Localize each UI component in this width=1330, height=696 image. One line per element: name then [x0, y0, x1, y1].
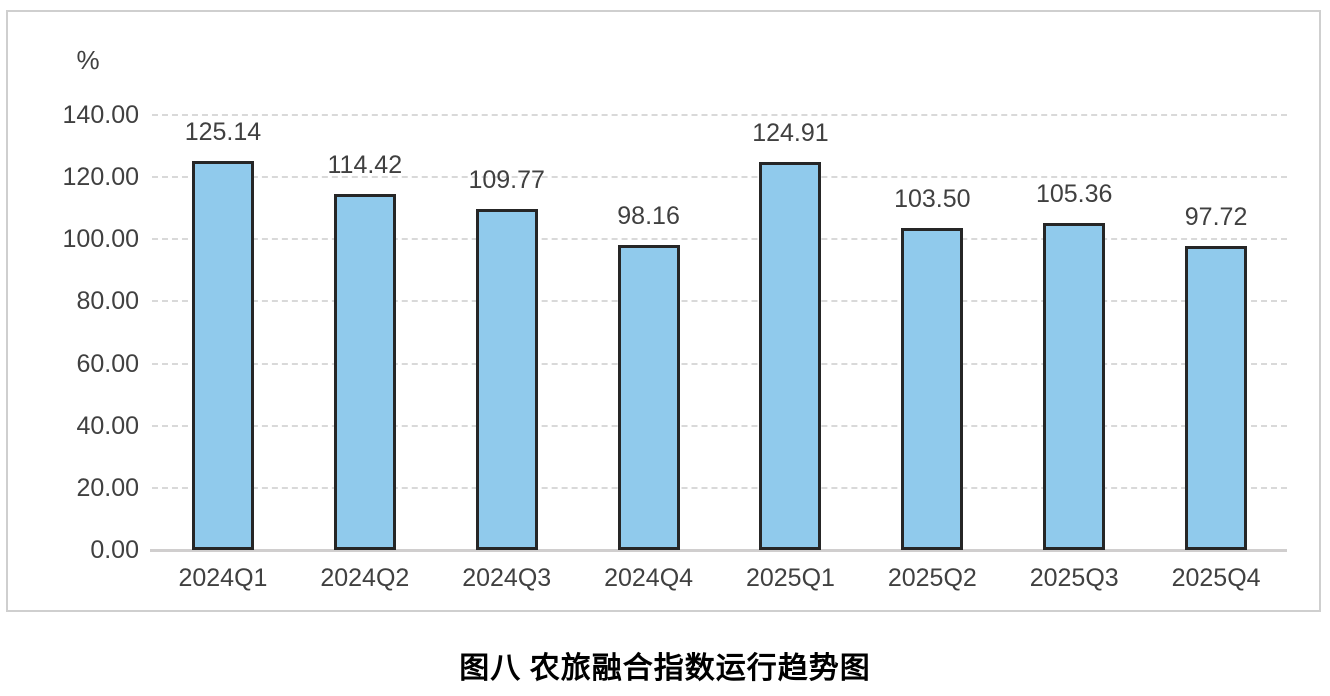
gridline	[152, 362, 1287, 365]
bar-value-label: 97.72	[1184, 203, 1248, 232]
gridline	[152, 300, 1287, 303]
bar	[901, 228, 964, 550]
x-tick-label: 2024Q1	[178, 564, 268, 592]
y-tick-label: 80.00	[76, 287, 139, 316]
gridline	[152, 486, 1287, 489]
x-tick-label: 2025Q2	[887, 564, 977, 592]
chart-caption: 图八 农旅融合指数运行趋势图	[459, 652, 871, 685]
bar	[475, 208, 538, 550]
y-tick-label: 100.00	[62, 225, 139, 254]
bar	[1043, 222, 1106, 550]
bar	[191, 161, 254, 550]
x-axis-line	[150, 549, 1287, 552]
bar	[617, 245, 680, 550]
x-tick-label: 2025Q1	[745, 564, 835, 592]
x-tick-label: 2024Q2	[320, 564, 410, 592]
x-tick-label: 2024Q4	[604, 564, 694, 592]
gridline	[152, 238, 1287, 241]
bar	[333, 194, 396, 550]
bar-value-label: 124.91	[752, 118, 829, 147]
y-tick-label: 140.00	[62, 101, 139, 129]
y-tick-label: 60.00	[76, 349, 139, 378]
bar-value-label: 98.16	[617, 202, 680, 230]
gridline	[152, 176, 1287, 179]
x-tick-label: 2025Q4	[1171, 564, 1261, 592]
bar-value-label: 114.42	[327, 151, 403, 180]
bar-value-label: 103.50	[894, 185, 971, 214]
bar	[759, 161, 822, 550]
bar-value-label: 125.14	[184, 118, 262, 147]
y-tick-label: 120.00	[62, 163, 139, 192]
x-tick-label: 2024Q3	[462, 564, 552, 592]
bar	[1185, 246, 1248, 550]
y-tick-label: 20.00	[76, 473, 139, 502]
bar-value-label: 109.77	[468, 165, 545, 194]
y-tick-label: 40.00	[76, 411, 139, 440]
x-tick-label: 2025Q3	[1029, 564, 1119, 592]
bar-value-label: 105.36	[1035, 179, 1113, 208]
chart-frame: % 140.00 120.00 100.00 80.00 60.00 40.00 20.00…	[6, 10, 1321, 612]
y-axis-unit-label: %	[76, 45, 100, 75]
gridline	[152, 424, 1287, 427]
gridline	[152, 114, 1287, 116]
y-tick-label: 0.00	[90, 536, 139, 564]
